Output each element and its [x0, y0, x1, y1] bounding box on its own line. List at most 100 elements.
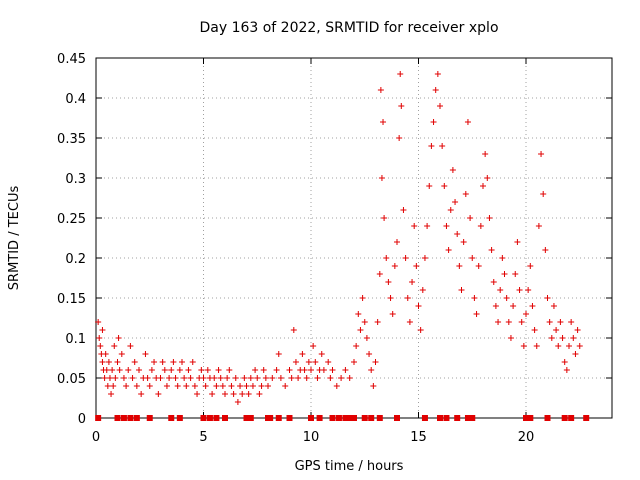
data-point	[269, 375, 275, 381]
data-point	[373, 359, 379, 365]
data-point	[532, 327, 538, 333]
data-point	[545, 295, 551, 301]
data-point	[380, 119, 386, 125]
data-point	[125, 367, 131, 373]
data-point	[413, 263, 419, 269]
data-point	[480, 183, 486, 189]
data-point	[312, 359, 318, 365]
data-point	[216, 367, 222, 373]
data-point	[261, 367, 267, 373]
data-point	[132, 359, 138, 365]
data-point	[400, 207, 406, 213]
x-tick-label: 10	[303, 430, 320, 445]
data-point	[177, 367, 183, 373]
y-tick-label: 0.45	[57, 52, 86, 67]
data-point	[403, 255, 409, 261]
data-point	[299, 351, 305, 357]
data-point	[551, 303, 557, 309]
data-point	[452, 199, 458, 205]
data-point	[188, 375, 194, 381]
data-point	[553, 327, 559, 333]
data-point	[409, 279, 415, 285]
data-point	[168, 367, 174, 373]
zero-point	[527, 415, 533, 421]
data-point	[398, 103, 404, 109]
data-point	[233, 375, 239, 381]
y-tick-label: 0.4	[65, 92, 86, 107]
data-point	[420, 287, 426, 293]
data-point	[557, 319, 563, 325]
data-point	[145, 375, 151, 381]
data-point	[397, 71, 403, 77]
data-point	[525, 287, 531, 293]
zero-point	[545, 415, 551, 421]
data-point	[252, 367, 258, 373]
data-point	[521, 343, 527, 349]
data-point	[364, 335, 370, 341]
data-point	[239, 391, 245, 397]
data-point	[110, 383, 116, 389]
zero-point	[222, 415, 228, 421]
data-point	[443, 223, 449, 229]
zero-point	[276, 415, 282, 421]
data-point	[418, 327, 424, 333]
data-point	[508, 335, 514, 341]
data-point	[121, 375, 127, 381]
data-point	[378, 87, 384, 93]
data-point	[319, 351, 325, 357]
data-point	[478, 223, 484, 229]
zero-point	[287, 415, 293, 421]
data-point	[334, 383, 340, 389]
x-axis-label: GPS time / hours	[295, 459, 404, 474]
data-point	[117, 367, 123, 373]
data-point	[183, 383, 189, 389]
data-point	[314, 375, 320, 381]
data-point	[99, 359, 105, 365]
data-point	[224, 375, 230, 381]
zero-point	[568, 415, 574, 421]
data-point	[105, 383, 111, 389]
data-point	[394, 239, 400, 245]
data-point	[459, 287, 465, 293]
data-point	[450, 167, 456, 173]
data-point	[246, 391, 252, 397]
zero-point	[95, 415, 101, 421]
data-point	[366, 351, 372, 357]
data-point	[540, 191, 546, 197]
data-point	[383, 255, 389, 261]
data-point	[321, 367, 327, 373]
data-point	[293, 359, 299, 365]
data-point	[228, 383, 234, 389]
data-point	[181, 375, 187, 381]
data-point	[502, 271, 508, 277]
chart-title: Day 163 of 2022, SRMTID for receiver xpl…	[199, 20, 498, 36]
data-point	[282, 383, 288, 389]
data-point	[407, 319, 413, 325]
data-point	[276, 351, 282, 357]
data-point	[308, 367, 314, 373]
data-point	[495, 319, 501, 325]
data-point	[155, 391, 161, 397]
zero-point	[330, 415, 336, 421]
data-point	[377, 271, 383, 277]
data-point	[542, 247, 548, 253]
data-point	[136, 367, 142, 373]
data-point	[486, 215, 492, 221]
data-point	[123, 383, 129, 389]
data-point	[474, 311, 480, 317]
zero-point	[168, 415, 174, 421]
data-point	[523, 311, 529, 317]
data-point	[566, 343, 572, 349]
data-point	[142, 351, 148, 357]
data-point	[575, 327, 581, 333]
data-point	[325, 359, 331, 365]
data-point	[431, 119, 437, 125]
zero-point	[469, 415, 475, 421]
data-point	[179, 359, 185, 365]
data-point	[330, 367, 336, 373]
zero-point	[147, 415, 153, 421]
data-point	[291, 327, 297, 333]
data-point	[446, 247, 452, 253]
data-point	[278, 375, 284, 381]
data-point	[116, 335, 122, 341]
